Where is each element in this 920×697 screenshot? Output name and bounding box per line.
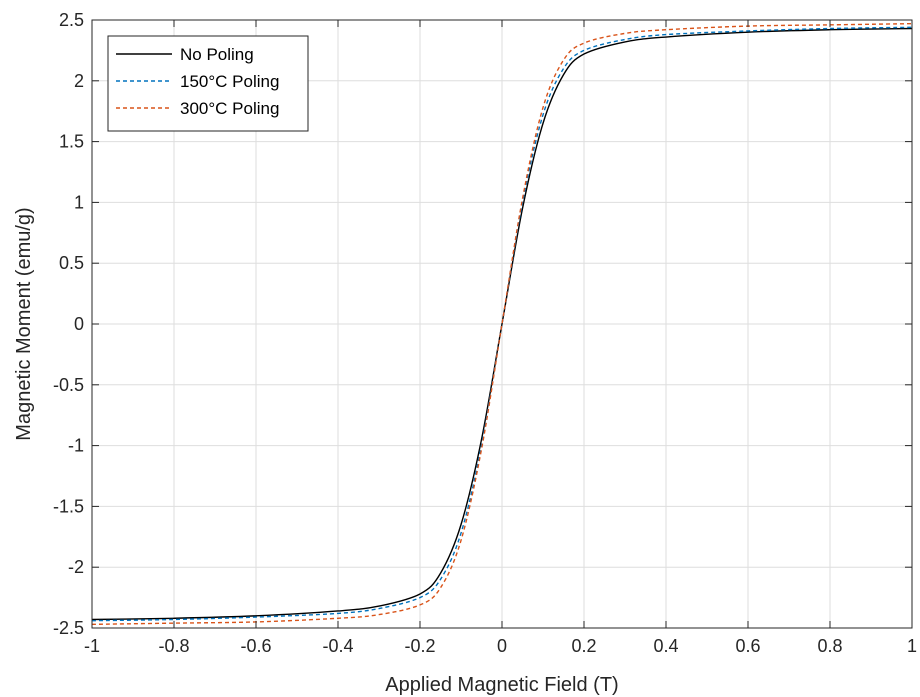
x-tick-label: 0.4 (653, 636, 678, 656)
legend-box (107, 35, 309, 132)
y-axis-label: Magnetic Moment (emu/g) (13, 207, 35, 440)
legend-label: 150°C Poling (180, 72, 279, 91)
y-tick-label: 1 (74, 192, 84, 212)
x-tick-label: -0.2 (404, 636, 435, 656)
y-tick-label: -1 (68, 436, 84, 456)
x-tick-label: -0.8 (158, 636, 189, 656)
x-tick-label: 0.8 (817, 636, 842, 656)
x-tick-label: 1 (907, 636, 917, 656)
y-tick-label: 1.5 (59, 132, 84, 152)
y-tick-label: -1.5 (53, 496, 84, 516)
x-tick-label: 0 (497, 636, 507, 656)
x-tick-label: 0.2 (571, 636, 596, 656)
y-tick-label: -2.5 (53, 618, 84, 638)
y-tick-label: 2.5 (59, 10, 84, 30)
y-tick-label: -0.5 (53, 375, 84, 395)
x-tick-label: -0.6 (240, 636, 271, 656)
series-line-2 (91, 26, 913, 622)
y-tick-label: 0 (74, 314, 84, 334)
y-tick-label: -2 (68, 557, 84, 577)
x-axis-label: Applied Magnetic Field (T) (385, 674, 618, 696)
y-tick-label: 2 (74, 71, 84, 91)
series-line-3 (91, 22, 913, 626)
ticks: -1 -0.8 -0.6 -0.4 -0.2 0 0.2 0.4 0.6 0.8 1 -2.5 -2 -1… (53, 10, 917, 656)
x-tick-label: -0.4 (322, 636, 353, 656)
legend: No Poling 150°C Poling 300°C Poling (107, 35, 309, 132)
series-line-1 (91, 27, 913, 621)
legend-label: No Poling (180, 45, 254, 64)
x-tick-label: 0.6 (735, 636, 760, 656)
series-layer (91, 22, 913, 626)
y-tick-label: 0.5 (59, 253, 84, 273)
x-tick-label: -1 (84, 636, 100, 656)
legend-label: 300°C Poling (180, 99, 279, 118)
